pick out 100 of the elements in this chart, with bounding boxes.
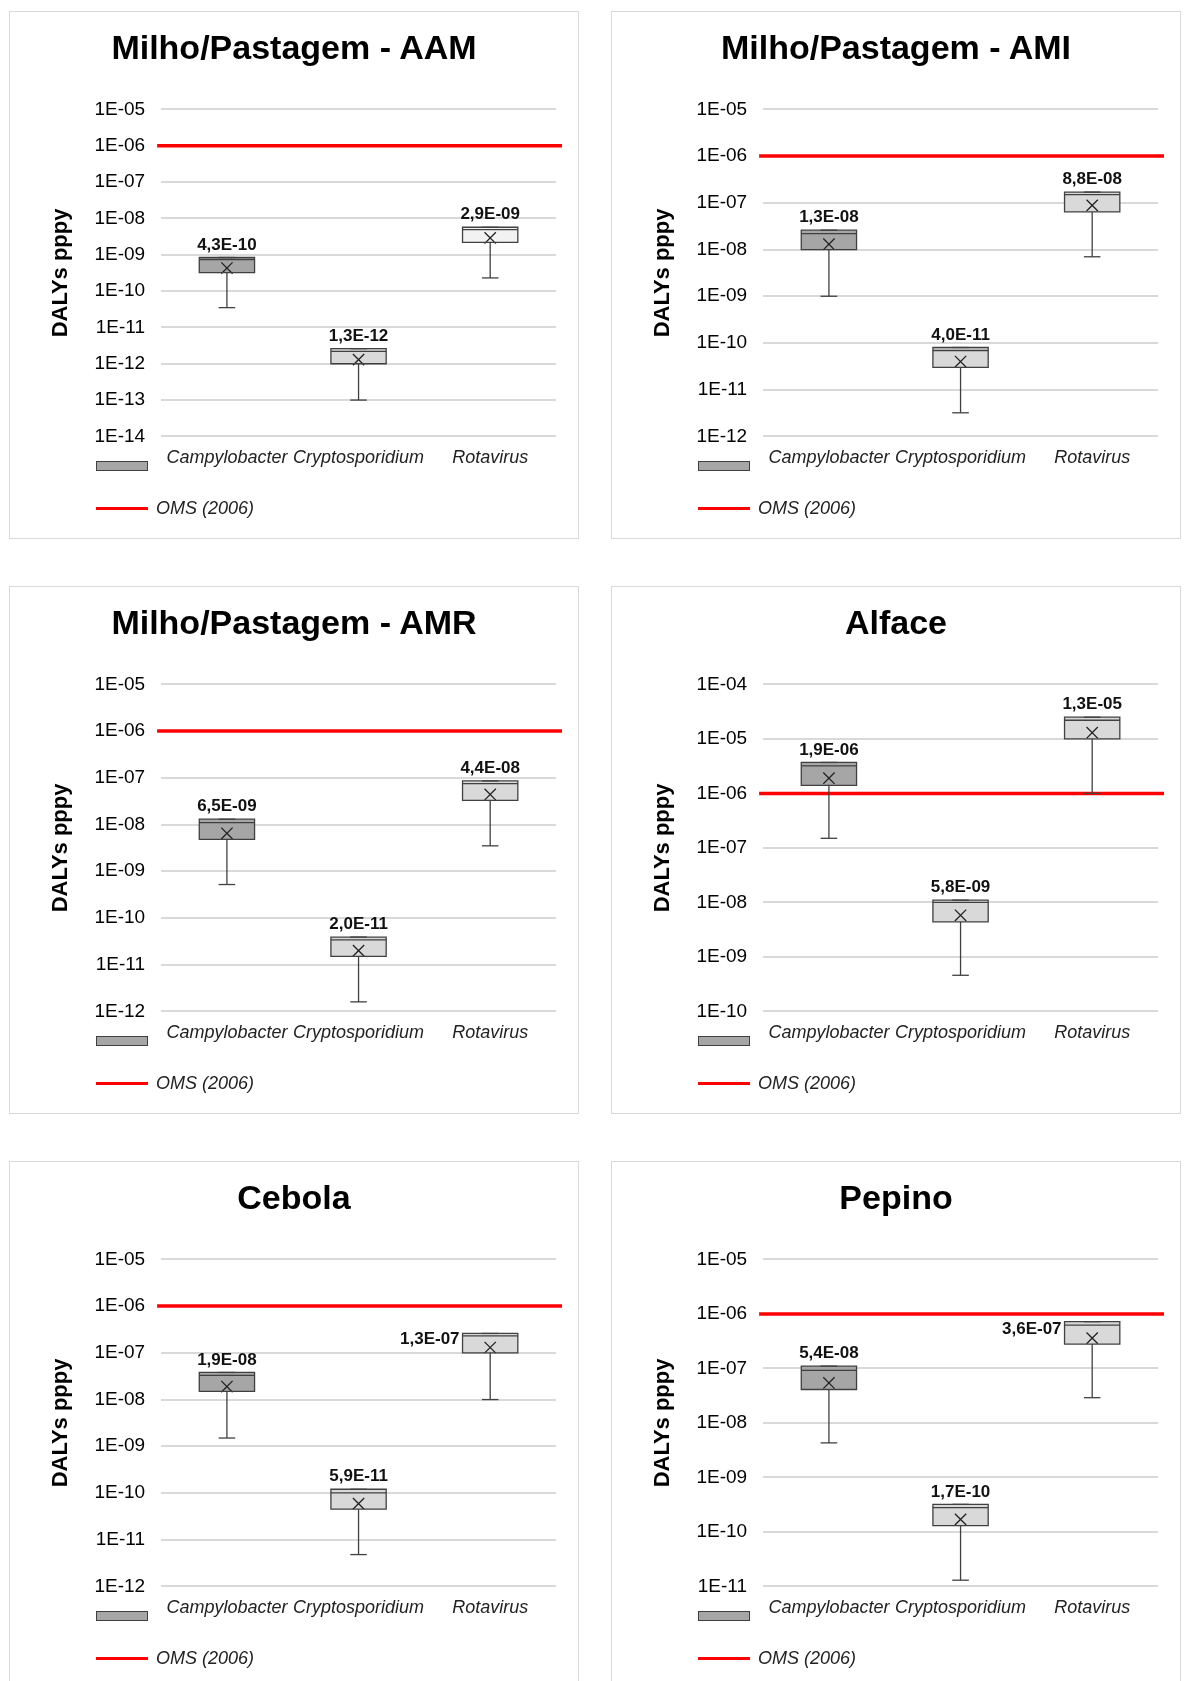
y-axis-title: DALYs pppy	[649, 207, 675, 338]
y-tick-label: 1E-11	[697, 377, 748, 399]
y-tick-label: 1E-05	[696, 97, 748, 119]
y-tick-label: 1E-07	[696, 191, 748, 213]
y-tick-label: 1E-05	[696, 1247, 748, 1269]
text: 3,6E-07	[1001, 1318, 1062, 1338]
y-tick-label: 1E-07	[696, 1356, 748, 1378]
y-axis-title: DALYs pppy	[47, 782, 73, 913]
text: 8,8E-08	[1062, 169, 1122, 189]
y-axis-title: DALYs pppy	[47, 207, 73, 338]
legend-label: OMS (2006)	[758, 498, 857, 519]
legend-label: OMS (2006)	[156, 1073, 255, 1094]
x-tick-label: Cryptosporidium	[293, 1597, 425, 1618]
y-tick-label: 1E-08	[696, 890, 748, 912]
x-tick-label: Campylobacter	[166, 447, 289, 468]
y-tick-label: 1E-07	[94, 766, 146, 788]
x-tick-label: Rotavirus	[452, 1597, 529, 1618]
y-tick-label: 1E-09	[94, 242, 146, 264]
y-tick-label: 1E-11	[697, 1574, 748, 1596]
y-axis-title: DALYs pppy	[47, 1357, 73, 1488]
x-tick-label: Cryptosporidium	[895, 1597, 1027, 1618]
x-tick-label: Campylobacter	[768, 1597, 891, 1618]
chart-title: Alface	[843, 603, 949, 642]
legend-label: OMS (2006)	[156, 498, 255, 519]
y-tick-label: 1E-08	[696, 237, 748, 259]
y-tick-label: 1E-09	[696, 945, 748, 967]
y-tick-label: 1E-05	[696, 727, 748, 749]
legend-label: OMS (2006)	[758, 1648, 857, 1669]
x-tick-label: Rotavirus	[1054, 447, 1131, 468]
y-tick-label: 1E-08	[696, 1411, 748, 1433]
y-tick-label: 1E-12	[94, 999, 146, 1021]
text: 1,3E-08	[799, 207, 859, 227]
text: 6,5E-09	[197, 796, 257, 816]
y-tick-label: 1E-11	[95, 315, 146, 337]
y-tick-label: 1E-10	[94, 906, 146, 928]
x-tick-label: Cryptosporidium	[293, 1022, 425, 1043]
text: 1,9E-08	[197, 1349, 257, 1369]
y-tick-label: 1E-06	[94, 1294, 146, 1316]
x-tick-label: Campylobacter	[166, 1597, 289, 1618]
y-tick-label: 1E-12	[94, 1574, 146, 1596]
text: 1,3E-12	[328, 325, 389, 345]
y-tick-label: 1E-08	[94, 206, 146, 228]
text: 1,3E-05	[1062, 694, 1122, 714]
x-tick-label: Campylobacter	[166, 1022, 289, 1043]
y-tick-label: 1E-10	[696, 999, 748, 1021]
text: 1,3E-07	[399, 1328, 460, 1348]
y-axis-title: DALYs pppy	[649, 782, 675, 913]
y-tick-label: 1E-06	[696, 1302, 748, 1324]
y-tick-label: 1E-12	[94, 351, 146, 373]
y-tick-label: 1E-05	[94, 97, 146, 119]
x-tick-label: Campylobacter	[768, 1022, 891, 1043]
x-tick-label: Rotavirus	[1054, 1597, 1131, 1618]
y-tick-label: 1E-10	[696, 1520, 748, 1542]
y-tick-label: 1E-07	[696, 836, 748, 858]
y-tick-label: 1E-07	[94, 1341, 146, 1363]
y-tick-label: 1E-05	[94, 672, 146, 694]
y-tick-label: 1E-08	[94, 1387, 146, 1409]
y-tick-label: 1E-10	[94, 1481, 146, 1503]
chart-title: Pepino	[838, 1178, 954, 1217]
text: 4,3E-10	[197, 234, 257, 254]
y-tick-label: 1E-11	[95, 952, 146, 974]
text: 4,4E-08	[460, 758, 520, 778]
y-tick-label: 1E-09	[94, 859, 146, 881]
text: 1,7E-10	[930, 1481, 991, 1501]
y-tick-label: 1E-06	[94, 719, 146, 741]
y-axis-title: DALYs pppy	[649, 1357, 675, 1488]
y-tick-label: 1E-06	[696, 781, 748, 803]
x-tick-label: Campylobacter	[768, 447, 891, 468]
y-tick-label: 1E-08	[94, 812, 146, 834]
text: 1,9E-06	[799, 739, 859, 759]
x-tick-label: Rotavirus	[452, 1022, 529, 1043]
y-tick-label: 1E-12	[696, 424, 748, 446]
y-tick-label: 1E-06	[94, 133, 146, 155]
y-tick-label: 1E-14	[94, 424, 146, 446]
chart-title: Cebola	[236, 1178, 352, 1217]
y-tick-label: 1E-13	[94, 388, 146, 410]
text: 4,0E-11	[931, 324, 990, 344]
x-tick-label: Rotavirus	[452, 447, 529, 468]
x-tick-label: Cryptosporidium	[895, 447, 1027, 468]
y-tick-label: 1E-09	[94, 1434, 146, 1456]
text: 5,4E-08	[799, 1343, 859, 1363]
legend-label: OMS (2006)	[156, 1648, 255, 1669]
text: 2,9E-09	[460, 204, 520, 224]
y-tick-label: 1E-07	[94, 170, 146, 192]
y-tick-label: 1E-05	[94, 1247, 146, 1269]
chart-title: Milho/Pastagem - AAM	[110, 28, 478, 67]
text: 2,0E-11	[329, 914, 388, 934]
y-tick-label: 1E-06	[696, 144, 748, 166]
text: 5,8E-09	[930, 877, 991, 897]
y-tick-label: 1E-10	[696, 331, 748, 353]
chart-title: Milho/Pastagem - AMI	[719, 28, 1073, 67]
y-tick-label: 1E-09	[696, 1465, 748, 1487]
chart-title: Milho/Pastagem - AMR	[110, 603, 478, 642]
y-tick-label: 1E-09	[696, 284, 748, 306]
x-tick-label: Rotavirus	[1054, 1022, 1131, 1043]
legend-label: OMS (2006)	[758, 1073, 857, 1094]
x-tick-label: Cryptosporidium	[293, 447, 425, 468]
text: 5,9E-11	[329, 1466, 388, 1486]
x-tick-label: Cryptosporidium	[895, 1022, 1027, 1043]
y-tick-label: 1E-10	[94, 279, 146, 301]
